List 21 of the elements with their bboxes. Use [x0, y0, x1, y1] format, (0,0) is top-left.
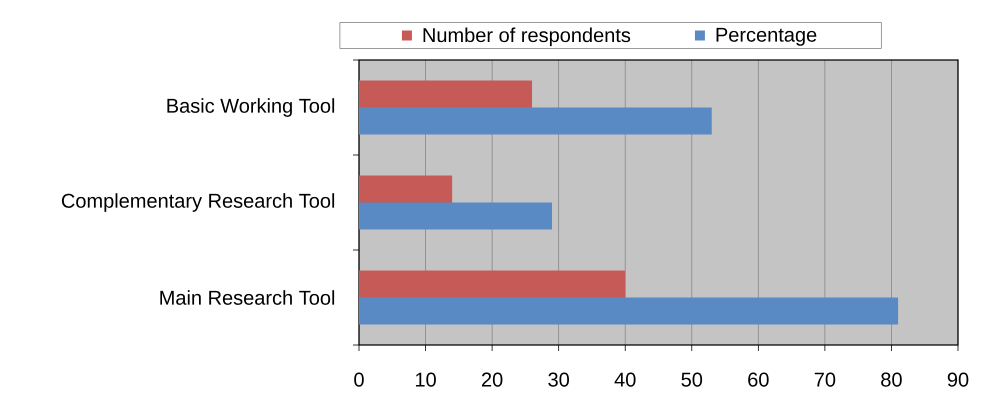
- x-tick-label: 30: [548, 372, 569, 387]
- x-tick-label: 20: [482, 372, 502, 387]
- x-tick-label: 10: [416, 372, 436, 387]
- x-tick-label: 60: [748, 372, 769, 387]
- bar: [359, 108, 712, 135]
- x-tick-label: 70: [814, 372, 836, 387]
- bar: [359, 298, 898, 325]
- legend-label: Number of respondents: [424, 28, 630, 46]
- x-tick-label: 50: [681, 372, 702, 387]
- bar: [359, 270, 626, 298]
- x-tick-label: 90: [948, 372, 968, 387]
- y-tick-label: Complementary Research Tool: [62, 193, 334, 212]
- legend-label: Percentage: [716, 28, 816, 46]
- x-tick-label: 80: [881, 372, 902, 387]
- bar: [359, 176, 452, 203]
- y-tick-label: Basic Working Tool: [167, 98, 334, 117]
- bar: [359, 202, 552, 230]
- bar: [359, 80, 532, 108]
- y-tick-label: Main Research Tool: [160, 290, 334, 305]
- x-tick-label: 0: [354, 372, 364, 387]
- x-tick-label: 40: [614, 372, 636, 387]
